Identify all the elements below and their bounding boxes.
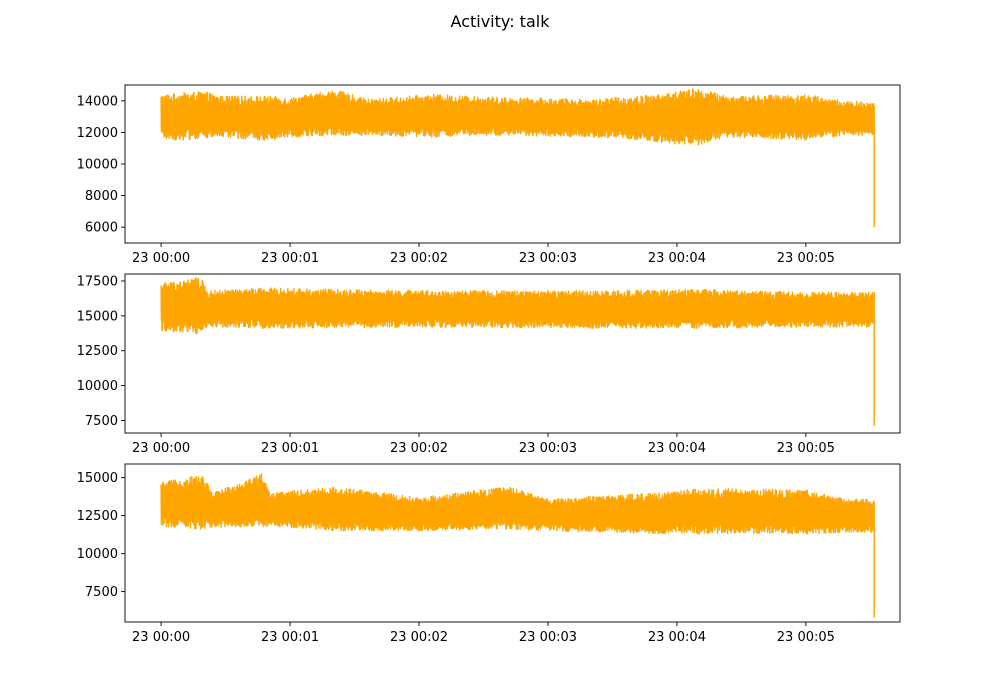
series-line-1 (160, 88, 875, 228)
series-line-2 (160, 277, 875, 427)
x-tick-label: 23 00:01 (261, 251, 319, 266)
x-tick-label: 23 00:00 (132, 630, 190, 645)
x-tick-label: 23 00:00 (132, 441, 190, 456)
subplot-2: 7500 10000 12500 15000 17500 23 00:00 23 00:01… (77, 273, 901, 456)
y-tick-label: 7500 (85, 414, 118, 429)
y-tick-label: 12000 (77, 126, 118, 141)
x-tick-label: 23 00:04 (648, 251, 706, 266)
x-tick-label: 23 00:05 (777, 251, 835, 266)
x-tick-label: 23 00:04 (648, 630, 706, 645)
axes-frame-3 (124, 463, 901, 623)
y-tick-label: 8000 (85, 189, 118, 204)
y-tick-label: 7500 (85, 585, 118, 600)
y-tick-label: 14000 (77, 94, 118, 109)
figure-title: Activity: talk (451, 12, 551, 31)
y-tick-label: 6000 (85, 221, 118, 236)
x-tick-label: 23 00:03 (519, 251, 577, 266)
x-tick-label: 23 00:02 (390, 251, 448, 266)
y-tick-label: 15000 (77, 471, 118, 486)
subplot-3: 7500 10000 12500 15000 23 00:00 23 00:01 23 00… (77, 463, 901, 645)
x-tick-label: 23 00:01 (261, 630, 319, 645)
x-tick-label: 23 00:02 (390, 630, 448, 645)
y-tick-label: 17500 (77, 274, 118, 289)
x-tick-label: 23 00:01 (261, 441, 319, 456)
x-tick-label: 23 00:05 (777, 441, 835, 456)
y-tick-label: 10000 (77, 379, 118, 394)
x-tick-label: 23 00:04 (648, 441, 706, 456)
subplot-1: 6000 8000 10000 12000 14000 23 00:00 23 00:01 2… (77, 84, 901, 266)
x-tick-label: 23 00:02 (390, 441, 448, 456)
x-tick-label: 23 00:05 (777, 630, 835, 645)
y-tick-label: 12500 (77, 344, 118, 359)
series-line-3 (160, 473, 875, 618)
y-tick-label: 10000 (77, 158, 118, 173)
axes-frame-2 (124, 273, 901, 434)
y-tick-label: 12500 (77, 509, 118, 524)
x-tick-label: 23 00:03 (519, 441, 577, 456)
x-tick-label: 23 00:03 (519, 630, 577, 645)
x-tick-label: 23 00:00 (132, 251, 190, 266)
y-tick-label: 15000 (77, 309, 118, 324)
y-tick-label: 10000 (77, 547, 118, 562)
